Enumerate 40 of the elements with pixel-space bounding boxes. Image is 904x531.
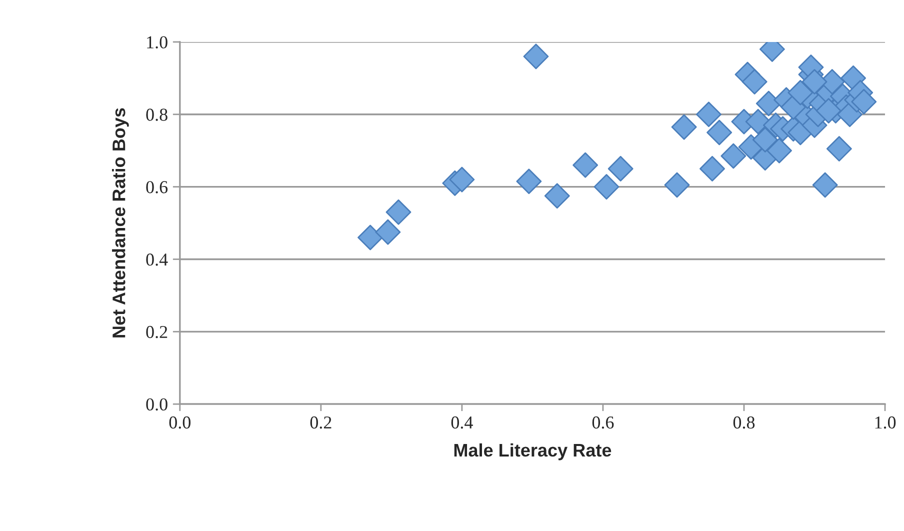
x-tick-label: 0.4 [451, 416, 473, 429]
point [788, 80, 814, 106]
y-tick-label: 1.0 [147, 36, 168, 48]
y-tick-label: 0.4 [146, 253, 168, 266]
x-tick-label: 0.0 [169, 416, 190, 429]
y-tick-label: 0.6 [146, 181, 168, 194]
y-axis-title: Net Attendance Ratio Boys [112, 108, 129, 338]
point [358, 224, 383, 250]
point [851, 88, 877, 114]
point [449, 166, 475, 192]
point [766, 138, 792, 164]
point [720, 143, 746, 169]
point [386, 199, 412, 225]
point [696, 102, 722, 128]
point [752, 127, 778, 152]
point [523, 44, 549, 70]
point [671, 114, 697, 140]
y-tick-label: 0.0 [146, 398, 168, 411]
x-tick-label: 0.2 [310, 416, 332, 429]
point [706, 120, 732, 146]
point [826, 136, 852, 162]
x-tick-label: 0.6 [592, 416, 614, 429]
y-tick-label: 0.8 [146, 108, 168, 121]
point [544, 183, 570, 209]
point [700, 156, 725, 182]
point [664, 172, 690, 198]
point [608, 156, 634, 182]
x-axis-title: Male Literacy Rate [454, 443, 612, 460]
point [812, 172, 838, 198]
point [572, 152, 598, 178]
point [816, 98, 842, 124]
x-tick-label: 1.0 [875, 416, 896, 429]
point [594, 174, 620, 200]
y-tick-label: 0.2 [146, 326, 168, 338]
point [516, 168, 542, 194]
point [802, 69, 828, 95]
point [756, 90, 782, 116]
point [742, 69, 768, 95]
x-tick-label: 0.8 [733, 416, 755, 429]
point [375, 219, 401, 245]
